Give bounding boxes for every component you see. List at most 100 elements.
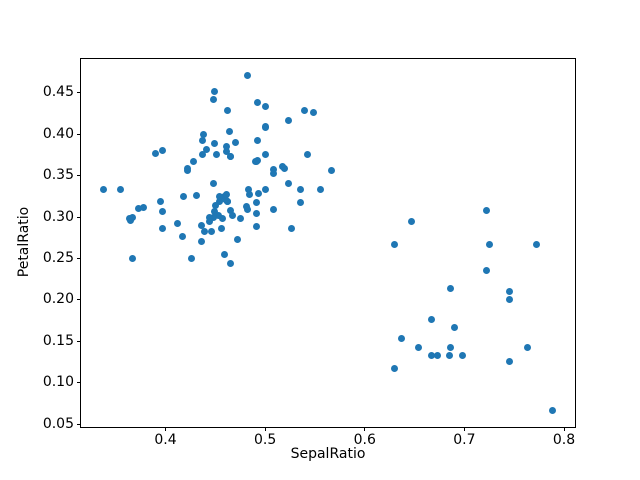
- y-tick-label: 0.30: [42, 208, 74, 225]
- data-point: [199, 151, 207, 159]
- data-point: [450, 323, 458, 331]
- data-point: [234, 236, 242, 244]
- data-point: [190, 157, 198, 165]
- data-point: [270, 205, 278, 213]
- data-point: [408, 218, 416, 226]
- x-tick-mark: [364, 427, 366, 431]
- data-point: [216, 192, 224, 200]
- x-tick-mark: [164, 427, 166, 431]
- data-point: [211, 88, 219, 96]
- y-tick-mark: [77, 257, 81, 259]
- data-point: [125, 214, 133, 222]
- data-point: [287, 225, 295, 233]
- data-point: [297, 199, 305, 207]
- data-point: [253, 137, 261, 145]
- data-point: [524, 343, 532, 351]
- data-point: [390, 364, 398, 372]
- data-point: [128, 254, 136, 262]
- data-point: [244, 185, 252, 193]
- data-point: [261, 123, 269, 131]
- data-point: [211, 202, 219, 210]
- data-point: [220, 250, 228, 258]
- data-point: [390, 241, 398, 249]
- x-tick-label: 0.7: [453, 432, 476, 448]
- data-point: [483, 207, 491, 215]
- data-point: [178, 233, 186, 241]
- data-point: [427, 351, 435, 359]
- data-point: [285, 116, 293, 124]
- data-point: [253, 209, 261, 217]
- data-point: [427, 315, 435, 323]
- data-point: [135, 205, 143, 212]
- y-tick-label: 0.45: [42, 84, 74, 101]
- data-point: [211, 208, 219, 216]
- data-point: [227, 259, 235, 267]
- data-point: [222, 195, 230, 203]
- data-point: [206, 218, 214, 226]
- x-axis-label: SepalRatio: [290, 446, 366, 462]
- data-point: [99, 185, 107, 193]
- x-tick-label: 0.6: [353, 432, 376, 448]
- y-tick-mark: [77, 382, 81, 384]
- data-point: [203, 145, 211, 153]
- data-point: [159, 225, 167, 233]
- data-point: [188, 254, 196, 262]
- data-point: [214, 211, 222, 219]
- x-tick-label: 0.4: [154, 432, 177, 448]
- data-point: [447, 343, 455, 351]
- data-point: [173, 220, 181, 228]
- data-point: [309, 109, 317, 117]
- data-point: [223, 147, 231, 155]
- y-tick-mark: [77, 423, 81, 425]
- x-tick-label: 0.8: [552, 432, 576, 448]
- data-point: [242, 203, 250, 211]
- data-point: [158, 208, 166, 216]
- data-point: [200, 130, 208, 138]
- y-tick-label: 0.15: [42, 332, 74, 349]
- data-point: [210, 213, 218, 221]
- data-point: [199, 136, 207, 144]
- y-axis-label: PetalRatio: [16, 206, 32, 278]
- data-point: [483, 267, 491, 275]
- y-tick-label: 0.35: [42, 167, 74, 184]
- data-point: [198, 238, 206, 246]
- data-point: [198, 222, 206, 230]
- data-point: [549, 406, 557, 414]
- data-point: [208, 228, 216, 236]
- data-point: [414, 343, 422, 351]
- data-point: [505, 287, 513, 295]
- data-point: [279, 162, 287, 170]
- data-point: [217, 225, 225, 233]
- data-point: [255, 190, 263, 197]
- data-point: [505, 358, 513, 366]
- data-point: [505, 296, 513, 304]
- y-tick-mark: [77, 299, 81, 301]
- data-point: [328, 167, 336, 175]
- x-tick-mark: [264, 427, 266, 431]
- x-tick-mark: [463, 427, 465, 431]
- data-point: [261, 102, 269, 110]
- y-tick-mark: [77, 92, 81, 94]
- y-tick-mark: [77, 216, 81, 218]
- data-point: [253, 157, 261, 165]
- data-point: [297, 185, 305, 193]
- data-point: [237, 215, 245, 223]
- data-point: [211, 139, 219, 147]
- y-tick-mark: [77, 133, 81, 135]
- data-point: [447, 284, 455, 292]
- data-point: [213, 151, 221, 159]
- data-point: [285, 180, 293, 188]
- data-point: [246, 190, 254, 198]
- data-point: [397, 334, 405, 342]
- data-point: [270, 169, 278, 177]
- data-point: [216, 198, 224, 206]
- y-tick-label: 0.40: [42, 125, 74, 142]
- data-point: [244, 72, 252, 80]
- y-tick-mark: [77, 340, 81, 342]
- data-point: [116, 185, 124, 193]
- data-point: [261, 185, 269, 193]
- data-point: [532, 241, 540, 249]
- data-point: [140, 204, 148, 211]
- x-tick-mark: [563, 427, 565, 431]
- data-point: [209, 180, 217, 188]
